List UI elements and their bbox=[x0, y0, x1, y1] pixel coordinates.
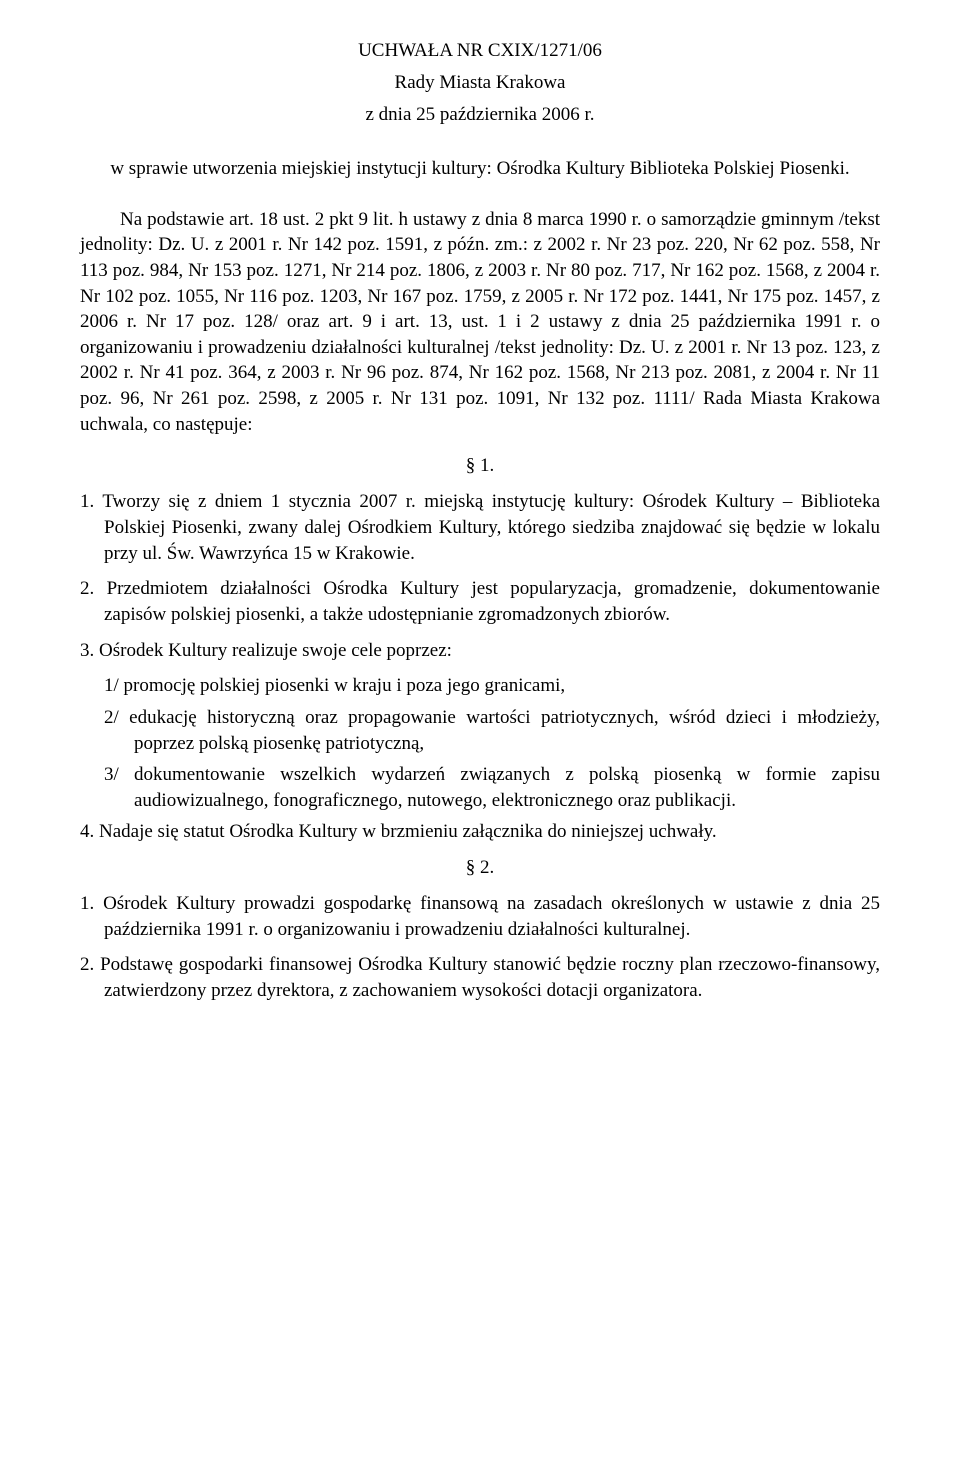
section-1-para-4: 4. Nadaje się statut Ośrodka Kultury w b… bbox=[80, 819, 880, 845]
section-1-para-3-sub-1: 1/ promocję polskiej piosenki w kraju i … bbox=[80, 673, 880, 699]
section-1-mark: § 1. bbox=[80, 455, 880, 477]
resolution-subject: w sprawie utworzenia miejskiej instytucj… bbox=[80, 156, 880, 182]
section-1-para-1: 1. Tworzy się z dniem 1 stycznia 2007 r.… bbox=[80, 489, 880, 566]
resolution-number: UCHWAŁA NR CXIX/1271/06 bbox=[80, 40, 880, 62]
preamble-text: Na podstawie art. 18 ust. 2 pkt 9 lit. h… bbox=[80, 207, 880, 438]
council-name: Rady Miasta Krakowa bbox=[80, 72, 880, 94]
section-1-para-3: 3. Ośrodek Kultury realizuje swoje cele … bbox=[80, 638, 880, 664]
section-1-para-3-sub-3: 3/ dokumentowanie wszelkich wydarzeń zwi… bbox=[80, 762, 880, 813]
section-2-para-1: 1. Ośrodek Kultury prowadzi gospodarkę f… bbox=[80, 891, 880, 942]
section-1-para-3-sub-2: 2/ edukację historyczną oraz propagowani… bbox=[80, 705, 880, 756]
resolution-date: z dnia 25 października 2006 r. bbox=[80, 104, 880, 126]
section-1-para-2: 2. Przedmiotem działalności Ośrodka Kult… bbox=[80, 576, 880, 627]
section-2-mark: § 2. bbox=[80, 857, 880, 879]
section-2-para-2: 2. Podstawę gospodarki finansowej Ośrodk… bbox=[80, 952, 880, 1003]
document-page: UCHWAŁA NR CXIX/1271/06 Rady Miasta Krak… bbox=[0, 0, 960, 1054]
